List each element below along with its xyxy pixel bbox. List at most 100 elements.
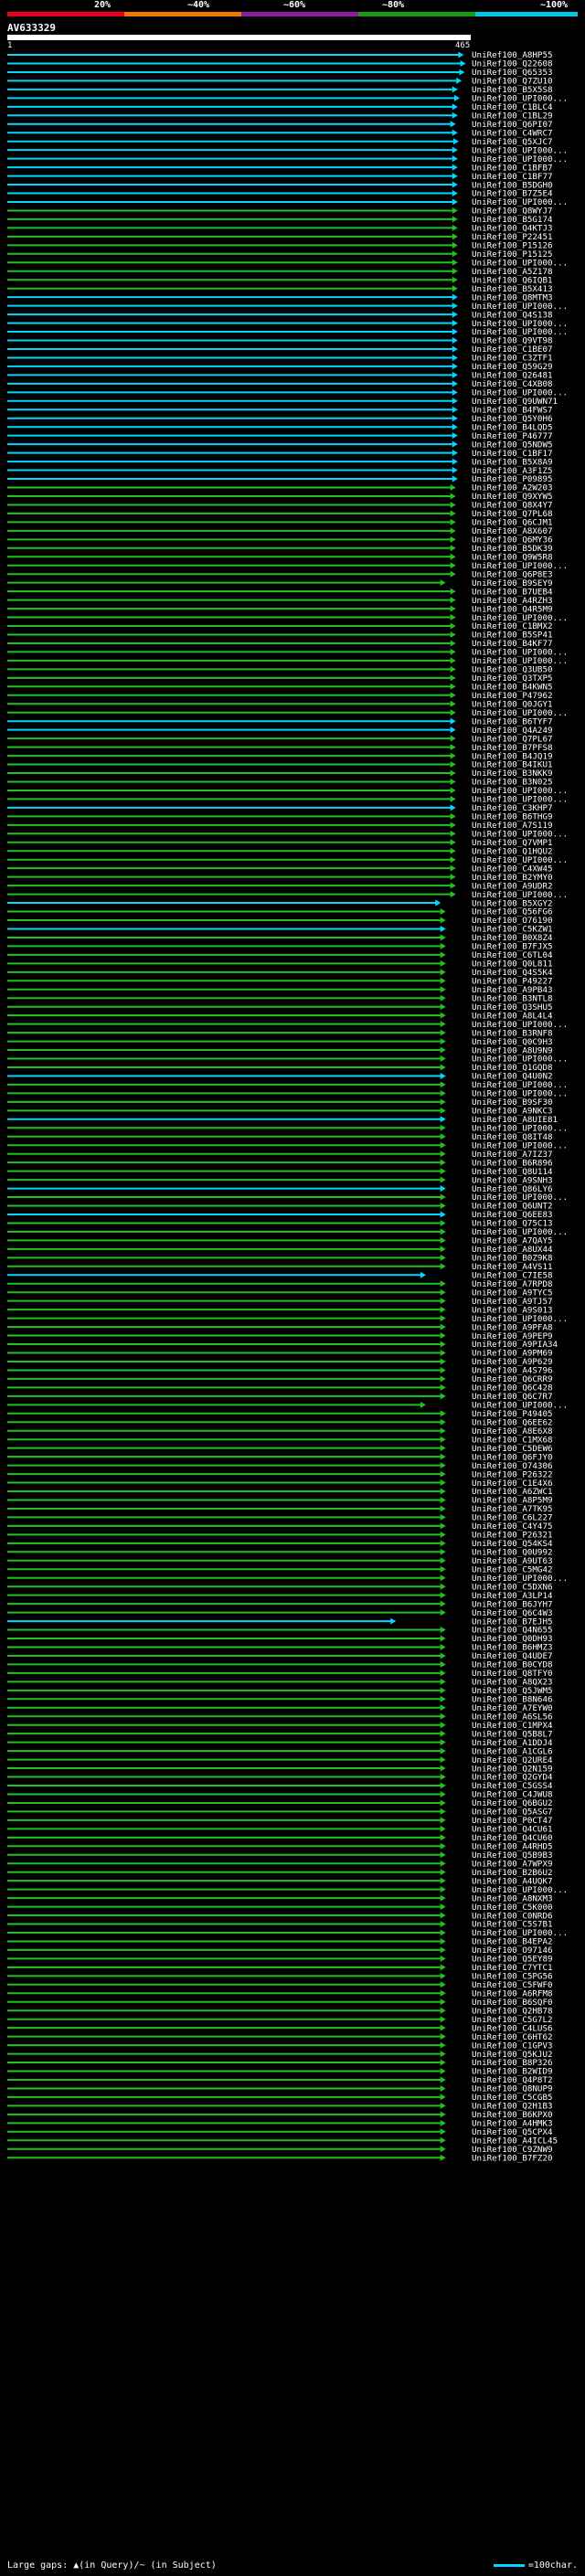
hit-label[interactable]: UniRef100_B6R896	[472, 1158, 553, 1168]
hit-label[interactable]: UniRef100_Q8MTM3	[472, 292, 553, 302]
hit-label[interactable]: UniRef100_A8UIE81	[472, 1115, 558, 1125]
hit-label[interactable]: UniRef100_B7UEB4	[472, 587, 553, 597]
hit-row[interactable]: UniRef100_UPI000...	[7, 890, 568, 900]
hit-label[interactable]: UniRef100_P15125	[472, 249, 553, 260]
hit-label[interactable]: UniRef100_A8HP55	[472, 50, 553, 60]
hit-label[interactable]: UniRef100_A3F1Z5	[472, 466, 553, 476]
hit-label[interactable]: UniRef100_P47962	[472, 691, 553, 701]
hit-row[interactable]: UniRef100_UPI000...	[7, 1089, 568, 1099]
hit-row[interactable]: UniRef100_B7UEB4	[7, 587, 553, 597]
hit-label[interactable]: UniRef100_A8X607	[472, 526, 553, 536]
hit-row[interactable]: UniRef100_Q0DH93	[7, 1634, 553, 1644]
hit-row[interactable]: UniRef100_C1BMX2	[7, 621, 553, 631]
hit-label[interactable]: UniRef100_Q6CJM1	[472, 518, 553, 528]
hit-label[interactable]: UniRef100_Q54KS4	[472, 1539, 553, 1549]
hit-row[interactable]: UniRef100_C1BFB7	[7, 163, 553, 173]
hit-row[interactable]: UniRef100_Q6EE83	[7, 1210, 553, 1220]
hit-row[interactable]: UniRef100_UPI000...	[7, 1227, 568, 1237]
hit-row[interactable]: UniRef100_Q5XJC7	[7, 137, 553, 147]
hit-label[interactable]: UniRef100_UPI000...	[472, 302, 568, 312]
hit-row[interactable]: UniRef100_A8P5M9	[7, 1496, 553, 1506]
hit-row[interactable]: UniRef100_Q4U0N2	[7, 1072, 553, 1082]
hit-label[interactable]: UniRef100_B4JQ19	[472, 751, 553, 761]
hit-row[interactable]: UniRef100_B5DK39	[7, 544, 553, 554]
hit-label[interactable]: UniRef100_Q6C4W3	[472, 1608, 553, 1618]
hit-row[interactable]: UniRef100_UPI000...	[7, 1314, 568, 1324]
hit-row[interactable]: UniRef100_B0CYD8	[7, 1660, 553, 1670]
hit-label[interactable]: UniRef100_A9PM69	[472, 1349, 553, 1359]
hit-label[interactable]: UniRef100_UPI000...	[472, 786, 568, 796]
hit-label[interactable]: UniRef100_A7WPX9	[472, 1859, 553, 1869]
hit-label[interactable]: UniRef100_B4EPA2	[472, 1937, 553, 1947]
hit-row[interactable]: UniRef100_B5G174	[7, 215, 553, 225]
hit-row[interactable]: UniRef100_C4WRC7	[7, 128, 553, 138]
hit-label[interactable]: UniRef100_A8QX23	[472, 1678, 553, 1688]
hit-label[interactable]: UniRef100_UPI000...	[472, 1227, 568, 1237]
hit-row[interactable]: UniRef100_A4VS11	[7, 1262, 553, 1272]
hit-row[interactable]: UniRef100_UPI000...	[7, 708, 568, 718]
hit-row[interactable]: UniRef100_UPI000...	[7, 258, 568, 268]
hit-row[interactable]: UniRef100_A8UIE81	[7, 1115, 558, 1125]
hit-label[interactable]: UniRef100_C1BF77	[472, 172, 553, 182]
hit-row[interactable]: UniRef100_Q5CPX4	[7, 2127, 553, 2137]
hit-label[interactable]: UniRef100_Q8X4Y7	[472, 501, 553, 511]
hit-label[interactable]: UniRef100_A6SL56	[472, 1712, 553, 1722]
hit-row[interactable]: UniRef100_Q0L811	[7, 959, 553, 970]
hit-label[interactable]: UniRef100_UPI000...	[472, 1055, 568, 1065]
hit-row[interactable]: UniRef100_Q5ASG7	[7, 1807, 553, 1818]
hit-label[interactable]: UniRef100_C1GPV3	[472, 2041, 553, 2051]
hit-label[interactable]: UniRef100_A9PEP9	[472, 1331, 553, 1341]
hit-label[interactable]: UniRef100_Q4N655	[472, 1626, 553, 1636]
hit-row[interactable]: UniRef100_A9UT63	[7, 1556, 553, 1566]
hit-row[interactable]: UniRef100_A8UX44	[7, 1245, 553, 1255]
hit-row[interactable]: UniRef100_A9PIA34	[7, 1340, 558, 1350]
hit-row[interactable]: UniRef100_C4JWU8	[7, 1790, 553, 1800]
hit-label[interactable]: UniRef100_Q59G29	[472, 362, 553, 372]
hit-row[interactable]: UniRef100_UPI000...	[7, 197, 568, 207]
hit-label[interactable]: UniRef100_UPI000...	[472, 258, 568, 268]
hit-label[interactable]: UniRef100_C9ZNW9	[472, 2145, 553, 2155]
hit-label[interactable]: UniRef100_O97146	[472, 1945, 553, 1956]
hit-row[interactable]: UniRef100_Q4CU61	[7, 1825, 553, 1835]
hit-label[interactable]: UniRef100_A7S119	[472, 821, 553, 831]
hit-label[interactable]: UniRef100_Q6FJY0	[472, 1452, 553, 1462]
hit-row[interactable]: UniRef100_Q3UB50	[7, 665, 553, 675]
hit-row[interactable]: UniRef100_Q2URE4	[7, 1755, 553, 1765]
hit-label[interactable]: UniRef100_Q6IQB1	[472, 275, 553, 285]
hit-label[interactable]: UniRef100_UPI000...	[472, 1123, 568, 1133]
hit-row[interactable]: UniRef100_B9SF30	[7, 1097, 553, 1108]
hit-label[interactable]: UniRef100_Q8U114	[472, 1167, 553, 1177]
hit-label[interactable]: UniRef100_A8P5M9	[472, 1496, 553, 1506]
hit-label[interactable]: UniRef100_Q4U0N2	[472, 1072, 553, 1082]
hit-row[interactable]: UniRef100_UPI000...	[7, 656, 568, 666]
hit-label[interactable]: UniRef100_Q22608	[472, 59, 553, 69]
hit-row[interactable]: UniRef100_B9SEY9	[7, 578, 553, 588]
hit-label[interactable]: UniRef100_Q1GQD8	[472, 1063, 553, 1073]
hit-row[interactable]: UniRef100_A3LP14	[7, 1591, 553, 1601]
hit-label[interactable]: UniRef100_Q6C428	[472, 1383, 553, 1394]
hit-label[interactable]: UniRef100_C1MPX4	[472, 1721, 553, 1731]
hit-label[interactable]: UniRef100_A4ICL45	[472, 2136, 558, 2146]
hit-label[interactable]: UniRef100_Q6C7R7	[472, 1392, 553, 1402]
hit-label[interactable]: UniRef100_Q4S5K4	[472, 968, 553, 978]
hit-label[interactable]: UniRef100_UPI000...	[472, 145, 568, 155]
hit-row[interactable]: UniRef100_O74306	[7, 1461, 553, 1471]
hit-label[interactable]: UniRef100_UPI000...	[472, 197, 568, 207]
hit-row[interactable]: UniRef100_Q1GQD8	[7, 1063, 553, 1073]
hit-label[interactable]: UniRef100_UPI000...	[472, 1020, 568, 1030]
hit-row[interactable]: UniRef100_B6SQF0	[7, 1998, 553, 2008]
hit-row[interactable]: UniRef100_UPI000...	[7, 319, 568, 329]
hit-row[interactable]: UniRef100_C3KHP7	[7, 803, 553, 813]
hit-label[interactable]: UniRef100_Q5Y0H6	[472, 414, 553, 424]
hit-row[interactable]: UniRef100_Q5Y0H6	[7, 414, 553, 424]
hit-label[interactable]: UniRef100_A7IZ37	[472, 1150, 553, 1160]
hit-label[interactable]: UniRef100_Q4CU60	[472, 1833, 553, 1843]
hit-row[interactable]: UniRef100_Q6CRR9	[7, 1374, 553, 1384]
hit-label[interactable]: UniRef100_Q5EY89	[472, 1955, 553, 1965]
hit-row[interactable]: UniRef100_C0NRD6	[7, 1911, 553, 1921]
hit-label[interactable]: UniRef100_Q4KTJ3	[472, 224, 553, 234]
hit-row[interactable]: UniRef100_Q6C4W3	[7, 1608, 553, 1618]
hit-label[interactable]: UniRef100_B5X413	[472, 284, 553, 294]
hit-label[interactable]: UniRef100_Q9W5R8	[472, 552, 553, 562]
hit-row[interactable]: UniRef100_A9P629	[7, 1357, 553, 1367]
